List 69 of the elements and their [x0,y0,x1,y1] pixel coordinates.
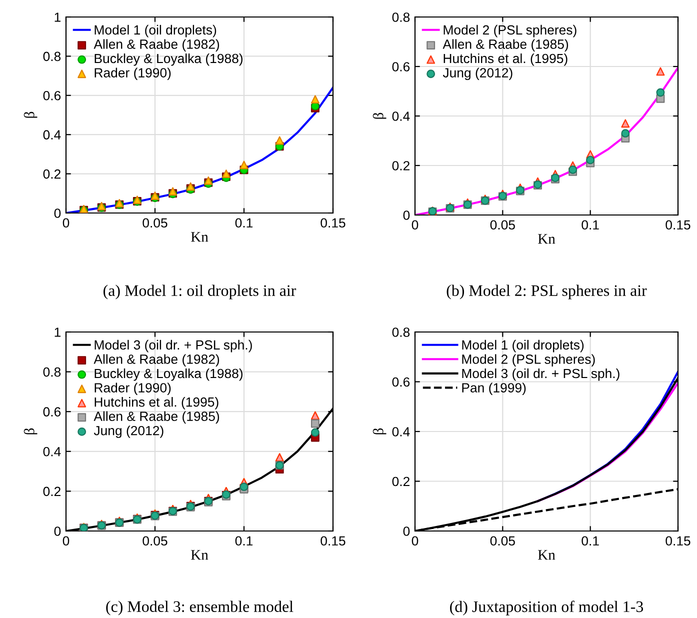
y-tick-label: 0.6 [392,377,410,387]
x-tick-label: 0.15 [666,536,690,546]
y-tick-label: 0 [54,208,61,218]
x-tick-label: 0.15 [320,536,346,546]
y-tick-label: 0.2 [43,486,60,496]
y-tick-label: 1 [54,12,60,22]
legend-label: Rader (1990) [94,68,171,80]
x-tick-label: 0 [62,536,70,546]
legend-label: Model 1 (oil droplets) [94,24,216,38]
y-tick-label: 0.8 [43,52,61,62]
legend-label: Allen & Raabe (1985) [442,39,568,52]
text: (d) Juxtaposition of model 1-3 [450,600,644,616]
x-tick-label: 0 [412,220,418,230]
y-tick-label: 0.6 [43,90,61,100]
legend-label: Jung (2012) [442,68,512,80]
y-tick-label: 0.8 [43,367,61,377]
text: (a) Model 1: oil droplets in air [104,284,296,300]
y-tick-label: 0 [403,210,410,220]
y-tick-label: 0.4 [43,446,61,456]
y-tick-label: 0.2 [392,476,410,486]
text: (b) Model 2: PSL spheres in air [446,284,647,300]
legend-label: Buckley & Loyalka (1988) [94,368,243,381]
y-axis-title: β [372,428,386,434]
text: (c) Model 3: ensemble model [106,600,294,616]
y-axis-title: β [24,112,38,118]
legend-label: Hutchins et al. (1995) [94,397,218,410]
x-tick-label: 0.1 [582,536,599,546]
x-tick-label: 0.15 [666,220,690,230]
legend-label: Allen & Raabe (1982) [94,39,220,52]
y-tick-label: 0.8 [392,328,410,337]
y-tick-label: 0 [54,526,61,536]
legend-label: Pan (1999) [462,382,526,396]
x-tick-label: 0.05 [142,218,168,228]
x-axis-title: Kn [191,232,208,242]
x-tick-label: 0.05 [142,536,168,546]
legend-label: Model 3 (oil dr. + PSL sph.) [462,368,620,381]
y-tick-label: 0.8 [392,12,410,22]
y-tick-label: 0.6 [392,62,410,72]
legend-label: Rader (1990) [94,382,171,396]
y-tick-label: 0.2 [392,161,410,170]
x-axis-title: Kn [538,234,556,244]
legend-label: Model 3 (oil dr. + PSL sph.) [94,340,252,352]
x-tick-label: 0.1 [235,536,253,546]
x-tick-label: 0.1 [582,220,599,230]
y-tick-label: 1 [54,328,60,337]
y-tick-label: 0.4 [392,112,410,121]
y-tick-label: 0.4 [392,427,410,436]
x-axis-title: Kn [538,550,556,560]
x-tick-label: 0 [412,536,418,546]
legend-label: Allen & Raabe (1985) [94,411,220,424]
y-tick-label: 0 [403,526,410,536]
y-tick-label: 0.4 [43,130,61,140]
x-tick-label: 0.15 [320,218,346,228]
x-tick-label: 0.1 [235,218,253,228]
x-tick-label: 0.05 [490,220,515,230]
y-tick-label: 0.2 [43,169,60,179]
legend-label: Model 2 (PSL spheres) [462,354,595,366]
legend-label: Hutchins et al. (1995) [444,53,568,66]
legend-label: Model 2 (PSL spheres) [444,24,576,38]
legend-label: Buckley & Loyalka (1988) [94,53,243,66]
legend-label: Model 1 (oil droplets) [462,340,584,352]
legend-label: Allen & Raabe (1982) [94,354,220,366]
x-axis-title: Kn [191,550,208,560]
x-tick-label: 0.05 [490,536,515,546]
y-axis-title: β [24,428,38,434]
legend-label: Jung (2012) [94,426,164,438]
x-tick-label: 0 [62,218,70,228]
y-tick-label: 0.6 [43,407,61,417]
y-axis-title: β [372,112,386,119]
